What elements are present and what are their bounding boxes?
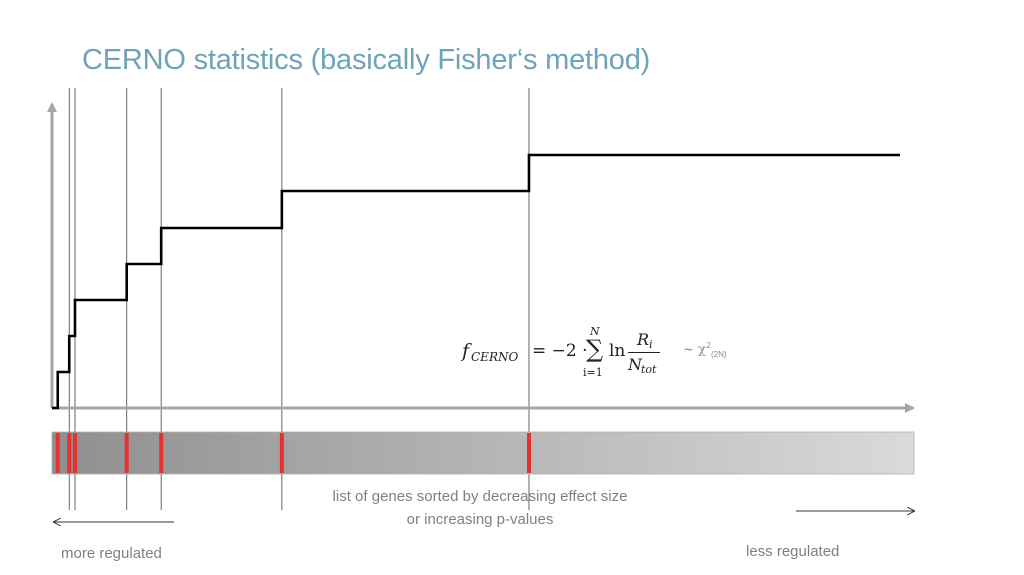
- formula-lhs: f: [462, 340, 470, 362]
- chi-square-distribution: ~ χ2(2N): [683, 341, 727, 359]
- gene-list-caption-line1: list of genes sorted by decreasing effec…: [332, 488, 628, 505]
- gene-ranking-bar: [51, 431, 915, 475]
- formula-sum-top: N: [590, 325, 600, 338]
- gene-hit-marks: [55, 433, 531, 473]
- gene-hit-mark: [526, 433, 531, 473]
- formula-lhs-sub: CERNO: [471, 350, 519, 364]
- gene-hit-mark: [159, 433, 164, 473]
- gene-hit-mark: [67, 433, 72, 473]
- gene-hit-mark: [124, 433, 129, 473]
- formula-sum: ∑: [586, 335, 604, 363]
- formula-numerator-sub: i: [649, 338, 653, 351]
- gene-hit-mark: [55, 433, 60, 473]
- formula-equals: = −2 ·: [532, 341, 588, 361]
- gene-hit-mark: [72, 433, 77, 473]
- formula-fraction-bar: [628, 352, 660, 353]
- formula-sum-bottom: i=1: [583, 366, 603, 379]
- less-regulated-label: less regulated: [746, 543, 840, 560]
- cumulative-score-step-curve: [52, 153, 900, 410]
- formula-ln: ln: [609, 341, 626, 361]
- slide-title: CERNO statistics (basically Fisher‘s met…: [82, 44, 651, 76]
- formula-denominator: N: [628, 355, 642, 374]
- more-regulated-label: more regulated: [61, 545, 162, 562]
- formula-numerator: R: [637, 330, 650, 349]
- gene-list-caption-line2: or increasing p-values: [406, 511, 554, 528]
- formula-denominator-sub: tot: [641, 363, 657, 376]
- gene-hit-mark: [279, 433, 284, 473]
